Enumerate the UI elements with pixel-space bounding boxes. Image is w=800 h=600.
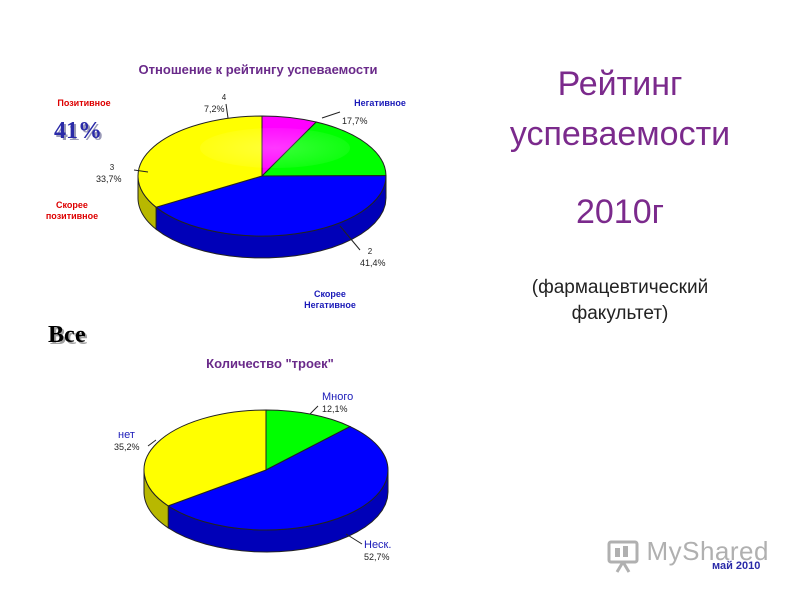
presentation-icon	[607, 540, 639, 573]
chart1-slice-number-rather-negative: 2	[368, 247, 373, 256]
chart2-leader-none	[147, 439, 157, 447]
chart1-category-label-rather-positive: Скорее	[56, 200, 88, 210]
chart1-category-label-rather-negative: Негативное	[304, 300, 356, 310]
chart2-category-label-many: Много	[322, 391, 353, 403]
chart1-slice-number-rather-positive: 3	[110, 163, 115, 172]
chart1-title: Отношение к рейтингу успеваемости	[139, 62, 378, 77]
chart2-slice-0	[265, 409, 352, 471]
all-label: Все	[48, 322, 86, 348]
chart2-percent-label-several: 52,7%	[364, 552, 390, 562]
chart1-percent-label-positive: 7,2%	[204, 104, 225, 114]
chart2-leader-many	[309, 405, 319, 415]
chart2-percent-label-none: 35,2%	[114, 442, 140, 452]
chart1-category-label-rather-positive: позитивное	[46, 211, 98, 221]
chart1-slice-1	[260, 121, 387, 177]
watermark-text: MyShared	[646, 536, 769, 566]
chart2-category-label-none: нет	[118, 429, 135, 441]
chart1-slice-number-positive: 4	[222, 93, 227, 102]
date-label: май 2010	[712, 560, 761, 572]
chart1-category-label-negative: Негативное	[354, 98, 406, 108]
heading-sub2: факультет)	[571, 303, 669, 325]
chart2-category-label-several: Неск.	[364, 539, 391, 551]
chart1-percent-label-rather-negative: 41,4%	[360, 258, 386, 268]
heading-sub1: (фармацевтический	[531, 276, 709, 298]
chart2-slice-1	[167, 425, 389, 531]
heading-line1: Рейтинг	[557, 65, 683, 103]
chart1-percent-label-rather-positive: 33,7%	[96, 174, 122, 184]
chart1-category-label-positive: Позитивное	[57, 98, 110, 108]
chart2-leader-several	[345, 533, 363, 545]
chart1-leader-rather-positive	[133, 169, 149, 173]
heading-block: Рейтинг успеваемости 2010г (фармацевтиче…	[470, 62, 770, 328]
watermark: MyShared	[606, 536, 769, 574]
chart1-slice-3	[137, 115, 263, 208]
chart2-slice-2	[143, 409, 267, 507]
chart2-title: Количество "троек"	[206, 356, 334, 371]
chart2-percent-label-many: 12,1%	[322, 404, 348, 414]
sheen-decoration	[200, 128, 350, 168]
chart1-category-label-rather-negative: Скорее	[314, 289, 346, 299]
chart1-leader-negative	[321, 111, 341, 119]
big-percent-annotation: 41%	[54, 118, 102, 144]
heading-year: 2010г	[575, 193, 665, 232]
chart1-leader-rather-negative	[339, 225, 361, 251]
chart1-leader-positive	[225, 103, 229, 119]
heading-line2: успеваемости	[509, 115, 731, 154]
chart1-percent-label-negative: 17,7%	[342, 116, 368, 126]
